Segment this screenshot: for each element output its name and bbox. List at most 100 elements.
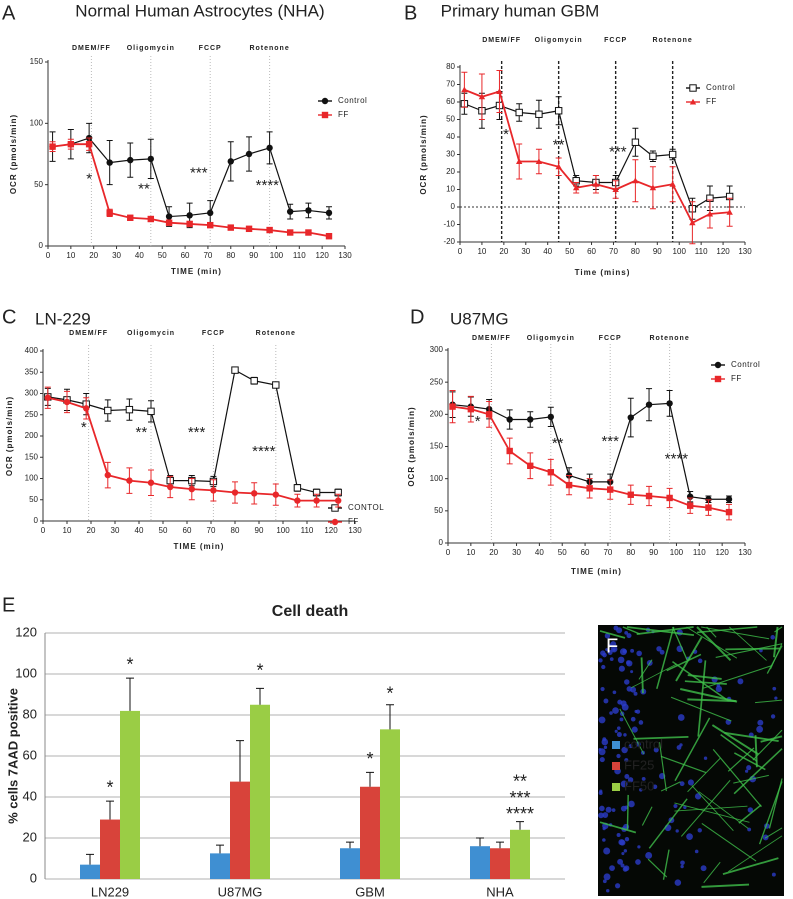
nucleus xyxy=(639,788,643,792)
bar xyxy=(380,729,400,879)
data-point xyxy=(554,107,563,115)
panel-letter: A xyxy=(2,2,16,24)
nucleus xyxy=(621,851,625,856)
error-bar xyxy=(86,853,94,865)
nucleus xyxy=(605,806,612,813)
nucleus xyxy=(626,686,633,692)
nucleus xyxy=(620,863,625,868)
y-tick-label: 250 xyxy=(430,377,444,386)
phase-label: Oligomycin xyxy=(127,330,175,337)
fiber xyxy=(722,857,779,876)
nucleus xyxy=(616,726,621,731)
nucleus xyxy=(604,633,611,639)
nucleus xyxy=(638,720,644,725)
error-bar xyxy=(126,677,134,711)
significance: * xyxy=(503,126,509,143)
y-tick-label: 60 xyxy=(446,97,455,106)
y-axis-label: OCR (pmols/min) xyxy=(419,114,428,194)
nucleus xyxy=(626,660,633,667)
fiber xyxy=(638,659,653,680)
nucleus xyxy=(633,691,638,696)
x-tick-label: 0 xyxy=(41,526,46,535)
data-point xyxy=(63,398,71,406)
data-point xyxy=(286,229,294,236)
micrograph-texture xyxy=(598,625,783,893)
fiber xyxy=(660,781,681,792)
data-point xyxy=(506,416,513,423)
y-tick-label: 150 xyxy=(30,57,44,66)
x-tick-label: 70 xyxy=(603,548,612,557)
bar xyxy=(80,864,100,879)
x-tick-label: 80 xyxy=(626,548,635,557)
nucleus xyxy=(716,683,721,688)
nucleus xyxy=(656,646,662,652)
y-tick-label: -20 xyxy=(443,237,455,246)
data-point xyxy=(167,483,174,491)
fiber xyxy=(647,858,668,878)
nucleus xyxy=(673,803,678,809)
data-point xyxy=(245,150,253,158)
nucleus xyxy=(675,829,679,833)
fiber xyxy=(711,724,759,756)
nucleus xyxy=(614,729,618,733)
nucleus xyxy=(602,879,607,884)
significance: ** xyxy=(552,435,564,452)
fiber xyxy=(680,779,731,837)
x-tick-label: 80 xyxy=(226,251,235,260)
data-point xyxy=(607,486,614,493)
x-tick-label: 90 xyxy=(653,247,662,256)
legend-label: FF25 xyxy=(624,757,654,772)
significance: *** xyxy=(509,788,530,808)
nucleus xyxy=(756,725,764,733)
data-point xyxy=(645,492,653,500)
x-tick-label: 100 xyxy=(670,548,684,557)
x-tick-label: 50 xyxy=(159,526,168,535)
data-point xyxy=(126,477,133,484)
fiber xyxy=(674,802,750,823)
x-tick-label: 50 xyxy=(158,251,167,260)
nucleus xyxy=(679,743,683,747)
data-point xyxy=(467,405,475,413)
nucleus xyxy=(636,650,642,657)
data-point xyxy=(335,497,342,504)
x-tick-label: 10 xyxy=(66,251,75,260)
nucleus xyxy=(703,756,708,760)
fiber xyxy=(720,734,758,762)
legend-marker xyxy=(331,518,339,526)
data-point xyxy=(632,177,639,184)
x-tick-label: 130 xyxy=(348,526,362,535)
significance: **** xyxy=(506,804,534,824)
x-tick-label: 100 xyxy=(276,526,290,535)
fiber xyxy=(715,643,783,658)
fiber xyxy=(666,653,702,672)
legend-label: Control xyxy=(338,96,367,105)
significance: *** xyxy=(190,165,208,182)
nucleus xyxy=(631,726,638,733)
x-tick-label: 130 xyxy=(338,251,352,260)
error-bar xyxy=(256,687,264,705)
data-point xyxy=(515,108,523,117)
data-point xyxy=(547,469,555,476)
nucleus xyxy=(600,686,605,692)
x-tick-label: 60 xyxy=(181,251,190,260)
y-axis-label: OCR (pmols/min) xyxy=(407,406,416,486)
legend-label: FF xyxy=(338,110,349,119)
data-point xyxy=(106,159,113,166)
nucleus xyxy=(621,746,628,754)
x-tick-label: 30 xyxy=(111,526,120,535)
nucleus xyxy=(628,800,635,808)
fiber xyxy=(672,661,730,702)
bar xyxy=(340,848,360,879)
y-tick-label: 120 xyxy=(15,624,37,639)
phase-label: Rotenone xyxy=(249,45,289,52)
fiber xyxy=(703,664,773,689)
y-tick-label: 200 xyxy=(430,409,444,418)
x-tick-label: 30 xyxy=(521,247,530,256)
data-point xyxy=(104,471,112,479)
phase-label: Oligomycin xyxy=(127,45,175,52)
nucleus xyxy=(613,625,619,631)
nucleus xyxy=(677,714,685,721)
data-point xyxy=(666,494,673,502)
nucleus xyxy=(623,849,628,853)
fiber xyxy=(636,626,694,635)
